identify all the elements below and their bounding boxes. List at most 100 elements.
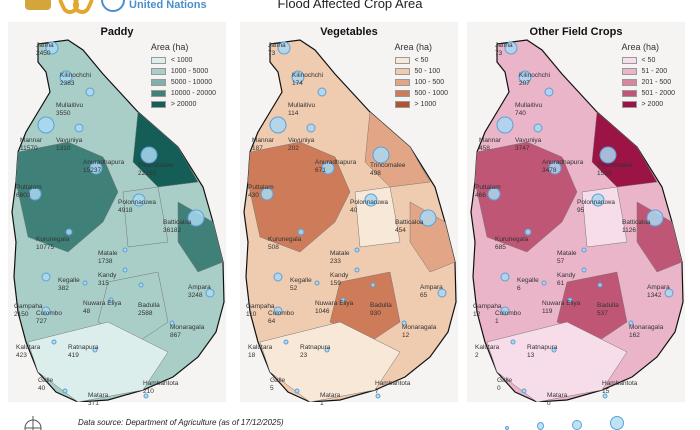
district-label-polonnaruwa: Polonnaruwa 95 (577, 199, 615, 215)
district-label-kalutara: Kalutara 18 (248, 344, 272, 360)
legend-swatch (394, 90, 410, 97)
district-label-kalutara: Kalutara 2 (475, 344, 499, 360)
legend-row: < 50 (394, 55, 448, 66)
un-logo: United Nations (101, 0, 207, 12)
district-label-polonnaruwa: Polonnaruwa 4918 (118, 199, 156, 215)
district-name: Puttalam (475, 184, 501, 191)
district-name: Kandy (330, 272, 349, 279)
district-name: Kandy (557, 272, 576, 279)
legend-title: Area (ha) (621, 42, 660, 52)
district-label-mannar: Mannar 11570 (20, 137, 42, 153)
legend-label: < 50 (641, 57, 656, 64)
district-label-galle: Galle 40 (38, 377, 53, 393)
district-label-hambantota: Hambantota 210 (143, 380, 178, 396)
district-label-polonnaruwa: Polonnaruwa 40 (350, 199, 388, 215)
district-name: Puttalam (16, 184, 42, 191)
district-label-kegalle: Kegalle 382 (58, 277, 80, 293)
legend-label: 500 - 1000 (414, 90, 448, 97)
district-label-monaragala: Monaragala 12 (402, 324, 436, 340)
legend-swatch (394, 68, 410, 75)
district-value: 95 (577, 207, 585, 214)
district-value: 371 (88, 400, 99, 407)
district-name: Galle (38, 377, 54, 384)
map-panel-vegetables: Vegetables Area (ha) < 50 50 - 100 100 -… (240, 22, 458, 407)
district-value: 1126 (622, 227, 636, 234)
district-value: 210 (143, 388, 154, 395)
sri-lanka-map (243, 39, 457, 402)
district-name: Gampaha (14, 303, 43, 310)
legend-swatch (621, 57, 637, 64)
legend-label: 100 - 500 (414, 79, 445, 86)
district-label-ampara: Ampara 3248 (188, 284, 211, 300)
district-name: Vavuniya (56, 137, 83, 144)
district-name: Ratnapura (527, 344, 558, 351)
district-name: Kalutara (475, 344, 500, 351)
district-value: 3248 (188, 292, 203, 299)
district-name: Kandy (98, 272, 117, 279)
district-value: 458 (479, 145, 490, 152)
district-value: 0 (497, 385, 501, 392)
district-value: 2450 (36, 50, 51, 57)
district-label-batticaloa: Batticaloa 454 (395, 219, 424, 235)
district-label-jaffna: Jaffna 2450 (36, 42, 54, 58)
district-value: 930 (370, 310, 381, 317)
district-name: Kilinochchi (292, 72, 324, 79)
district-label-batticaloa: Batticaloa 36182 (163, 219, 192, 235)
district-label-mullaitivu: Mullaitivu 740 (515, 102, 542, 118)
district-name: Kegalle (517, 277, 539, 284)
district-value: 13 (527, 352, 535, 359)
district-name: Mannar (252, 137, 275, 144)
legend-label: < 1000 (170, 57, 193, 64)
district-name: Galle (497, 377, 513, 384)
legend-swatch (621, 101, 637, 108)
district-value: 2383 (60, 80, 75, 87)
district-name: Matara (320, 392, 341, 399)
district-label-matale: Matale 57 (557, 250, 577, 266)
district-name: Mullaitivu (56, 102, 84, 109)
district-label-vavuniya: Vavuniya 202 (288, 137, 314, 153)
panel-title: Other Field Crops (529, 26, 623, 38)
district-value: 40 (350, 207, 358, 214)
district-name: Matale (557, 250, 577, 257)
legend-row: 1000 - 5000 (150, 66, 216, 77)
district-value: 18 (248, 352, 256, 359)
district-value: 174 (292, 80, 303, 87)
district-label-kandy: Kandy 315 (98, 272, 116, 288)
legend-label: 501 - 2000 (641, 90, 675, 97)
district-label-puttalam: Puttalam 6803 (16, 184, 42, 200)
district-label-badulla: Badulla 2588 (138, 302, 160, 318)
district-value: 1310 (56, 145, 71, 152)
district-name: Batticaloa (163, 219, 192, 226)
district-value: 6803 (16, 192, 31, 199)
district-value: 57 (557, 258, 565, 265)
district-value: 508 (268, 244, 279, 251)
page-title: Flood Affected Crop Area (277, 0, 423, 11)
district-name: Kilinochchi (60, 72, 92, 79)
district-value: 12 (473, 311, 481, 318)
district-value: 671 (315, 167, 326, 174)
district-name: Kegalle (58, 277, 80, 284)
legend-row: 50 - 100 (394, 66, 448, 77)
bubble-size-m (572, 420, 582, 430)
district-name: Monaragala (402, 324, 437, 331)
district-value: 65 (420, 292, 428, 299)
district-value: 0 (547, 400, 551, 407)
district-name: Mullaitivu (515, 102, 543, 109)
district-label-kegalle: Kegalle 6 (517, 277, 539, 293)
district-label-kurunegala: Kurunegala 685 (495, 236, 528, 252)
legend-swatch (394, 57, 410, 64)
sri-lanka-map (470, 39, 684, 402)
legend-swatch (150, 90, 166, 97)
district-label-vavuniya: Vavuniya 3747 (515, 137, 541, 153)
district-value: 727 (36, 318, 47, 325)
panel-title: Paddy (100, 26, 134, 38)
district-name: Nuwara Eliya (542, 300, 581, 307)
district-value: 48 (83, 308, 91, 315)
district-name: Hambantota (602, 380, 638, 387)
legend-title: Area (ha) (150, 42, 189, 52)
district-label-kandy: Kandy 159 (330, 272, 348, 288)
district-name: Ratnapura (300, 344, 331, 351)
district-label-anuradhapura: Anuradhapura 3478 (542, 159, 583, 175)
district-value: 36182 (163, 227, 182, 234)
